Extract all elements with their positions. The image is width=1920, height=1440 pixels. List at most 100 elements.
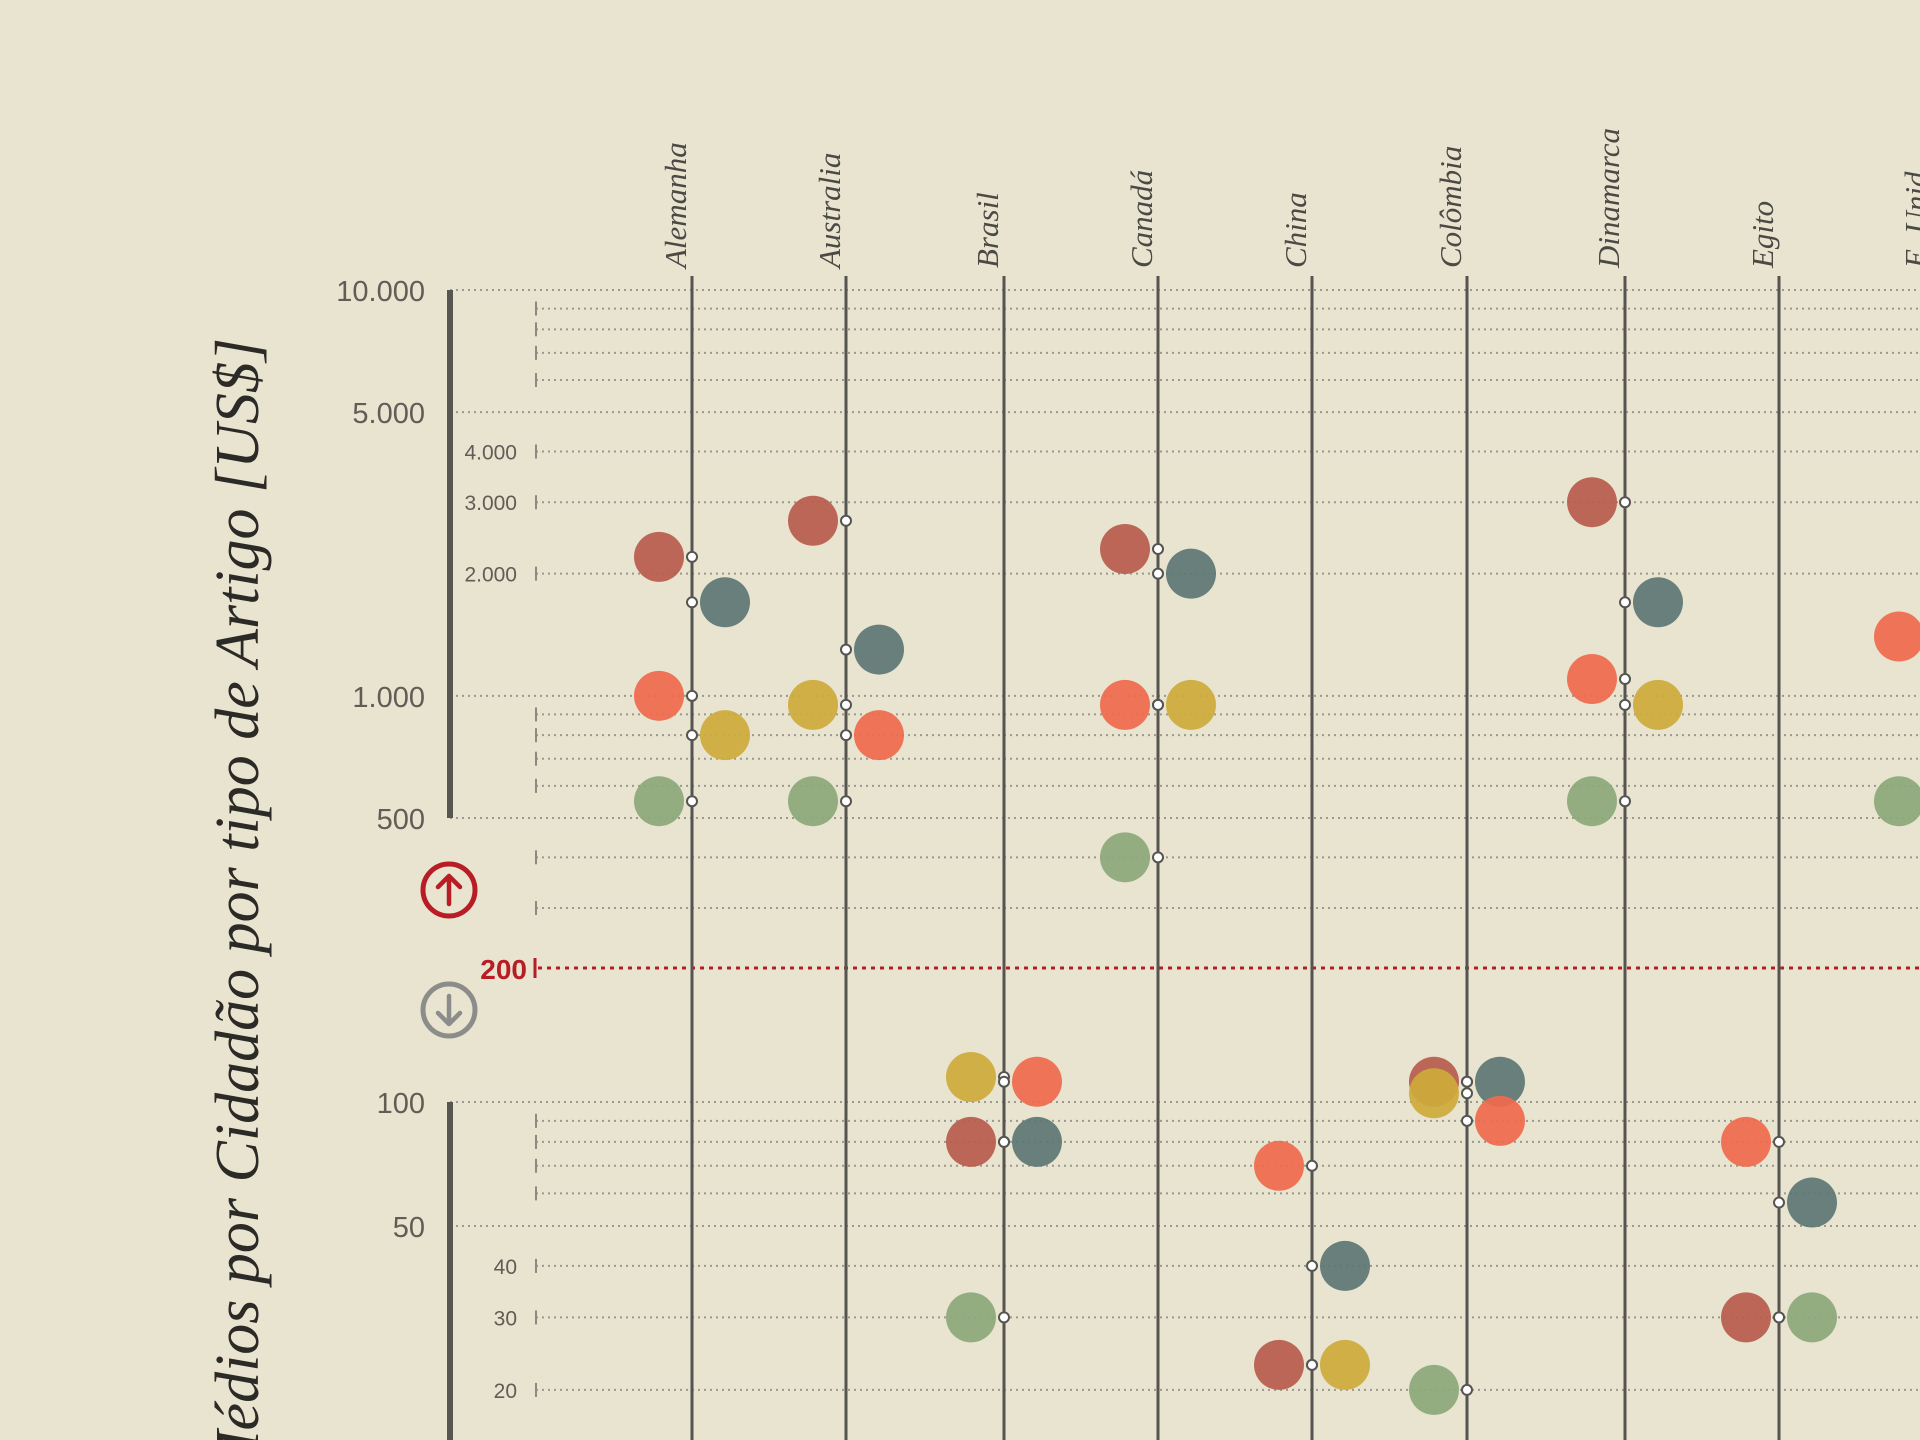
- arrow-down-glyph: [435, 993, 463, 1027]
- data-point-marker: [1461, 1114, 1473, 1127]
- data-point-marker: [1773, 1135, 1785, 1148]
- data-point-dark-red: [634, 531, 684, 582]
- country-label: China: [1278, 192, 1313, 268]
- country-label: Alemanha: [658, 142, 693, 270]
- y-tick-label: 20: [494, 1380, 517, 1403]
- y-tick-label: 1.000: [352, 682, 425, 714]
- country-label: Brasil: [970, 192, 1005, 268]
- arrow-up-icon: [420, 861, 478, 919]
- data-point-green: [1874, 776, 1920, 827]
- data-point-green: [1787, 1292, 1837, 1343]
- data-point-orange: [1874, 611, 1920, 662]
- data-point-green: [1409, 1364, 1459, 1415]
- data-point-dark-red: [946, 1116, 996, 1167]
- y-tick-label: 100: [377, 1088, 425, 1120]
- y-tick-label: 30: [494, 1307, 517, 1330]
- threshold-label: 200: [480, 954, 527, 985]
- data-point-teal: [1633, 577, 1683, 628]
- data-point-marker: [1306, 1259, 1318, 1272]
- data-point-marker: [998, 1075, 1010, 1088]
- data-point-marker: [1619, 673, 1631, 686]
- data-point-orange: [634, 670, 684, 721]
- data-point-marker: [1461, 1383, 1473, 1396]
- data-point-marker: [686, 550, 698, 563]
- y-tick-label: 10.000: [336, 276, 425, 308]
- data-point-green: [788, 776, 838, 827]
- data-point-dark-red: [788, 495, 838, 546]
- data-point-marker: [1773, 1196, 1785, 1209]
- y-axis-title: Médios por Cidadão por tipo de Artigo [U…: [204, 338, 272, 1440]
- arrow-up-glyph: [435, 873, 463, 907]
- data-point-marker: [840, 698, 852, 711]
- data-point-orange: [1012, 1056, 1062, 1107]
- data-points: [634, 477, 1920, 1415]
- data-point-dark-red: [1254, 1339, 1304, 1390]
- data-point-marker: [1619, 795, 1631, 808]
- data-point-teal: [1475, 1056, 1525, 1107]
- data-point-marker: [1152, 851, 1164, 864]
- data-point-marker: [1152, 698, 1164, 711]
- data-point-green: [634, 776, 684, 827]
- data-point-orange: [1475, 1095, 1525, 1146]
- data-point-marker: [998, 1311, 1010, 1324]
- data-point-green: [1567, 776, 1617, 827]
- data-point-marker: [1773, 1311, 1785, 1324]
- data-point-marker: [1461, 1087, 1473, 1100]
- data-point-green: [1100, 832, 1150, 883]
- data-point-teal: [1320, 1240, 1370, 1291]
- arrow-down-icon: [420, 981, 478, 1039]
- data-point-yellow: [788, 679, 838, 730]
- gridlines: [450, 289, 1920, 1397]
- country-label: Egito: [1745, 201, 1780, 269]
- threshold-line: 200: [420, 861, 1920, 1039]
- data-point-marker: [1152, 543, 1164, 556]
- data-point-orange: [1254, 1140, 1304, 1191]
- y-tick-label: 40: [494, 1256, 517, 1279]
- y-tick-label: 5.000: [352, 398, 425, 430]
- y-tick-label: 2.000: [464, 564, 517, 587]
- point-markers: [686, 496, 1785, 1396]
- data-point-orange: [1721, 1116, 1771, 1167]
- data-point-orange: [1567, 654, 1617, 705]
- data-point-teal: [1012, 1116, 1062, 1167]
- data-point-yellow: [700, 710, 750, 761]
- data-point-yellow: [1633, 679, 1683, 730]
- y-tick-label: 3.000: [464, 492, 517, 515]
- data-point-orange: [854, 710, 904, 761]
- country-label: Dinamarca: [1591, 128, 1626, 269]
- country-label: Australia: [812, 153, 847, 270]
- data-point-marker: [1306, 1358, 1318, 1371]
- data-point-marker: [998, 1135, 1010, 1148]
- y-tick-label: 50: [393, 1212, 425, 1244]
- data-point-yellow: [1409, 1068, 1459, 1119]
- data-point-yellow: [946, 1051, 996, 1102]
- data-point-teal: [700, 577, 750, 628]
- country-label: Canadá: [1124, 170, 1159, 268]
- data-point-marker: [686, 596, 698, 609]
- country-label: Colômbia: [1433, 146, 1468, 268]
- data-point-teal: [854, 624, 904, 675]
- data-point-teal: [1787, 1177, 1837, 1228]
- data-point-marker: [840, 795, 852, 808]
- data-point-marker: [840, 643, 852, 656]
- data-point-marker: [840, 514, 852, 527]
- data-point-marker: [1619, 496, 1631, 509]
- data-point-marker: [686, 729, 698, 742]
- y-tick-label: 500: [377, 804, 425, 836]
- data-point-marker: [1619, 596, 1631, 609]
- y-tick-labels: 10.000 5.000 4.000 3.000 2.000 1.000 500 100 50 4…: [336, 276, 517, 1403]
- data-point-dark-red: [1567, 477, 1617, 528]
- data-point-orange: [1100, 679, 1150, 730]
- y-tick-label: 4.000: [464, 441, 517, 464]
- country-columns: Alemanha Australia Brasil Canadá China Colômb…: [658, 128, 1920, 1440]
- data-point-marker: [1461, 1075, 1473, 1088]
- country-label: E. Unid: [1898, 171, 1920, 269]
- data-point-dark-red: [1100, 524, 1150, 575]
- data-point-marker: [1306, 1159, 1318, 1172]
- data-point-teal: [1166, 548, 1216, 599]
- data-point-yellow: [1320, 1339, 1370, 1390]
- data-point-marker: [1152, 567, 1164, 580]
- data-point-marker: [840, 729, 852, 742]
- data-point-yellow: [1166, 679, 1216, 730]
